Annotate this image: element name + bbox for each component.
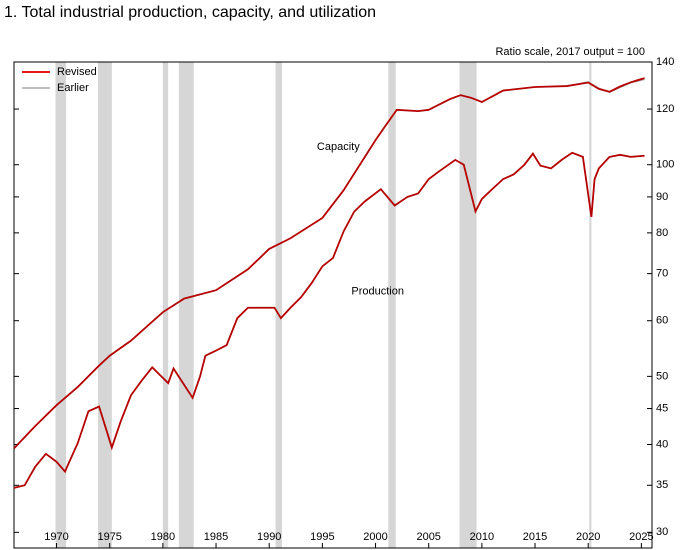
y-tick-label: 45 (656, 402, 668, 414)
y-tick-label: 100 (656, 159, 674, 171)
recession-band (178, 62, 194, 548)
x-tick-label: 1990 (257, 531, 281, 543)
recession-band (162, 62, 169, 548)
series-annotation: Production (351, 286, 404, 298)
series-annotation: Capacity (317, 141, 360, 153)
chart-subtitle: Ratio scale, 2017 output = 100 (495, 46, 645, 58)
x-tick-label: 2010 (470, 531, 494, 543)
recession-band (589, 62, 592, 548)
chart-title: 1. Total industrial production, capacity… (4, 4, 376, 21)
series-line (13, 151, 645, 489)
recession-band (98, 62, 112, 548)
y-tick-label: 50 (656, 370, 668, 382)
x-tick-label: 2020 (576, 531, 600, 543)
recession-band (55, 62, 67, 548)
x-tick-label: 2015 (523, 531, 547, 543)
y-tick-label: 60 (656, 315, 668, 327)
plot-frame (13, 61, 653, 549)
x-tick-label: 1995 (310, 531, 334, 543)
recession-band (459, 62, 477, 548)
series-line (13, 77, 645, 449)
y-tick-label: 35 (656, 479, 668, 491)
x-tick-label: 1975 (97, 531, 121, 543)
recession-band (275, 62, 282, 548)
y-tick-label: 40 (656, 438, 668, 450)
x-tick-label: 2000 (363, 531, 387, 543)
x-tick-label: 1985 (204, 531, 228, 543)
y-tick-label: 70 (656, 268, 668, 280)
x-tick-label: 2005 (416, 531, 440, 543)
x-tick-label: 1980 (151, 531, 175, 543)
x-tick-label: 2025 (629, 531, 653, 543)
y-tick-label: 140 (656, 56, 674, 68)
y-tick-label: 90 (656, 191, 668, 203)
y-tick-label: 80 (656, 227, 668, 239)
legend-label: Revised (57, 66, 97, 78)
legend-label: Earlier (57, 82, 89, 94)
y-tick-label: 30 (656, 526, 668, 538)
x-tick-label: 1970 (44, 531, 68, 543)
y-tick-label: 120 (656, 103, 674, 115)
recession-band (388, 62, 396, 548)
